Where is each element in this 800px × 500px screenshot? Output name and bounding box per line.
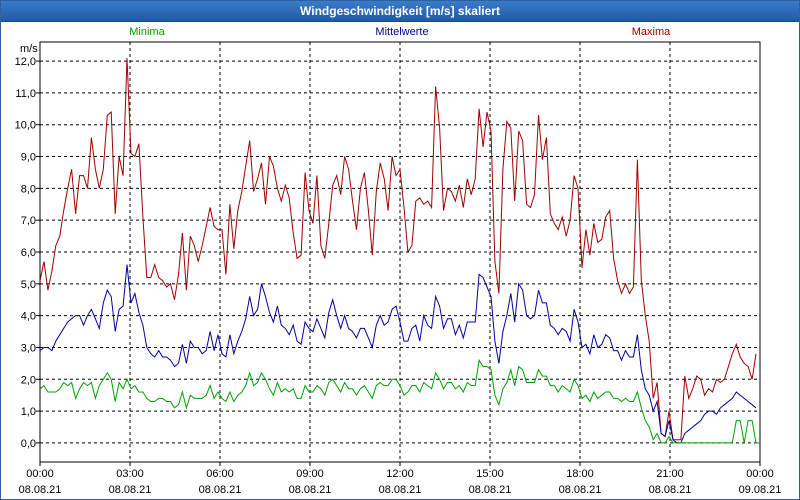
x-axis: 00:00 08.08.21 03:00 08.08.21 06:00 08.08.21 0… [19,462,782,496]
y-tick-label: 9,0 [21,152,36,164]
y-tick-label: 5,0 [21,279,36,291]
x-tick-date-label: 08.08.21 [19,484,62,496]
legend: Maxima Mittelwerte Minima [129,26,671,38]
y-tick-label: 8,0 [21,183,36,195]
y-tick-label: 1,0 [21,406,36,418]
x-tick-time-label: 21:00 [656,468,684,480]
y-tick-label: 12,0 [15,56,36,68]
series-line-minima [39,358,760,444]
y-tick-label: 2,0 [21,374,36,386]
legend-entry-minima: Minima [129,26,165,38]
x-tick-date-label: 08.08.21 [559,484,602,496]
y-tick-label: 7,0 [21,215,36,227]
grid-lines [40,42,760,462]
x-tick-date-label: 08.08.21 [289,484,332,496]
x-tick-time-label: 18:00 [566,468,594,480]
y-tick-label: 4,0 [21,311,36,323]
x-tick-time-label: 03:00 [116,468,144,480]
y-tick-label: 3,0 [21,342,36,354]
x-tick-time-label: 12:00 [386,468,414,480]
x-tick-time-label: 00:00 [746,468,774,480]
series-line-maxima [39,57,757,441]
x-tick-time-label: 00:00 [26,468,54,480]
y-tick-label: 0,0 [21,438,36,450]
x-tick-date-label: 08.08.21 [199,484,242,496]
x-tick-date-label: 08.08.21 [469,484,512,496]
y-tick-label: 10,0 [15,120,36,132]
x-tick-date-label: 09.08.21 [739,484,782,496]
series-lines [39,57,760,444]
y-tick-label: 11,0 [15,88,36,100]
x-tick-time-label: 06:00 [206,468,234,480]
title-bar: Windgeschwindigkeit [m/s] skaliert [1,1,799,22]
series-line-mittelwerte [39,264,757,444]
legend-entry-maxima: Maxima [632,26,671,38]
chart-title: Windgeschwindigkeit [m/s] skaliert [300,4,500,18]
y-axis: 0,0 1,0 2,0 3,0 4,0 5,0 6,0 7,0 8,0 9,0 10,0 11,0 12… [15,56,40,450]
x-tick-date-label: 08.08.21 [379,484,422,496]
x-tick-date-label: 08.08.21 [109,484,152,496]
y-tick-label: 6,0 [21,247,36,259]
y-axis-unit: m/s [20,43,38,55]
legend-entry-mittelwerte: Mittelwerte [375,26,428,38]
x-tick-time-label: 15:00 [476,468,504,480]
x-tick-date-label: 08.08.21 [649,484,692,496]
x-tick-time-label: 09:00 [296,468,324,480]
